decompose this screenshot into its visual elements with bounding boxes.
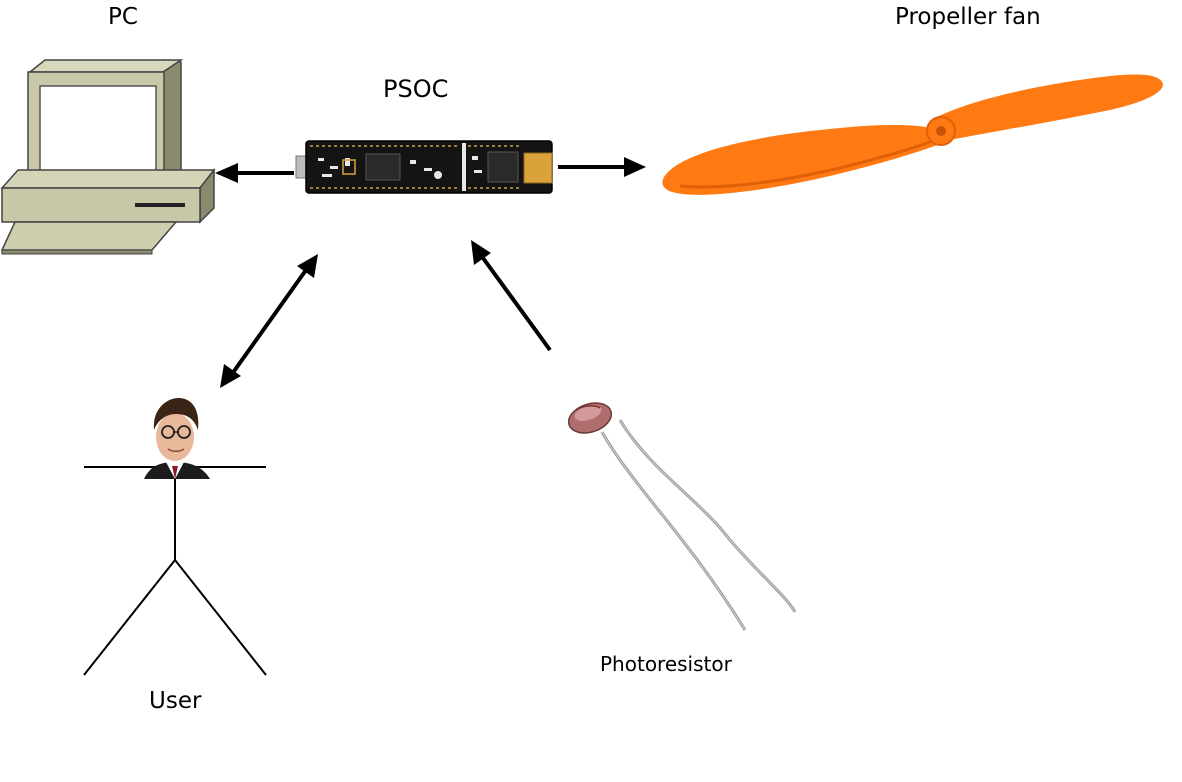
photoresistor-icon xyxy=(567,402,797,631)
stick-figure-icon xyxy=(83,398,267,676)
arrow-user-psoc-bidirectional xyxy=(220,254,318,388)
psoc-board-icon xyxy=(295,140,553,194)
photoresistor-label: Photoresistor xyxy=(600,652,732,676)
user-avatar xyxy=(144,398,210,479)
pc-label: PC xyxy=(108,4,138,30)
psoc-label: PSOC xyxy=(383,75,449,103)
pc-icon xyxy=(0,59,216,255)
propeller-fan-label: Propeller fan xyxy=(895,4,1041,30)
pin-headers xyxy=(310,145,520,189)
user-label: User xyxy=(149,688,202,714)
arrows xyxy=(215,157,646,388)
arrow-psoc-to-fan xyxy=(558,157,646,177)
arrow-psoc-to-pc xyxy=(215,163,294,183)
propeller-icon xyxy=(662,74,1163,195)
arrow-photoresistor-to-psoc xyxy=(471,240,552,352)
